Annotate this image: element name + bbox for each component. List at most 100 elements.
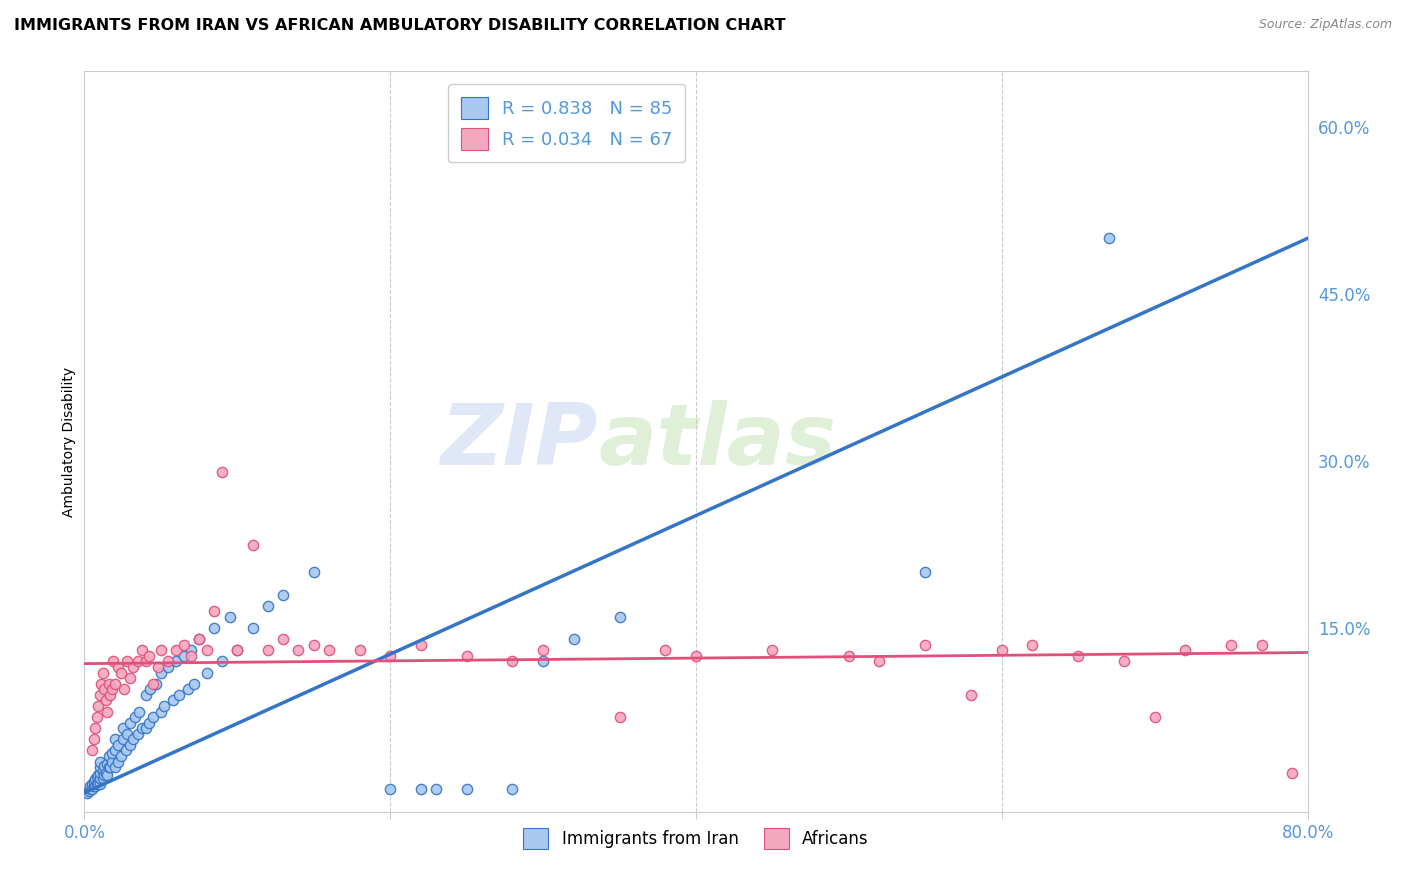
Point [167, 688, 190, 702]
Point [89, 760, 111, 774]
Point [103, 655, 125, 669]
Point [104, 743, 127, 757]
Point [96, 705, 118, 719]
Point [97, 760, 120, 774]
Text: ZIP: ZIP [440, 400, 598, 483]
Point [195, 665, 218, 680]
Point [94, 765, 117, 780]
Point [83, 779, 105, 793]
Point [80, 777, 103, 791]
Point [165, 643, 187, 657]
Point [83, 732, 105, 747]
Point [135, 721, 157, 735]
Point [302, 638, 325, 652]
Point [93, 768, 115, 782]
Point [107, 755, 129, 769]
Point [380, 782, 402, 797]
Point [960, 688, 983, 702]
Legend: Immigrants from Iran, Africans: Immigrants from Iran, Africans [517, 822, 875, 855]
Point [149, 665, 172, 680]
Point [89, 765, 111, 780]
Point [202, 604, 225, 618]
Point [271, 632, 294, 647]
Point [157, 655, 180, 669]
Point [609, 710, 631, 724]
Point [89, 688, 111, 702]
Point [157, 660, 180, 674]
Point [153, 698, 176, 713]
Point [180, 643, 202, 657]
Point [211, 465, 233, 479]
Point [84, 772, 107, 787]
Point [84, 721, 107, 735]
Point [165, 655, 187, 669]
Point [89, 772, 111, 786]
Point [654, 643, 676, 657]
Point [145, 676, 167, 690]
Point [162, 693, 184, 707]
Point [90, 676, 112, 690]
Point [104, 732, 127, 747]
Point [1174, 643, 1197, 657]
Point [456, 782, 478, 797]
Point [96, 768, 118, 782]
Point [97, 749, 120, 764]
Point [1143, 710, 1166, 724]
Point [120, 671, 142, 685]
Point [135, 655, 157, 669]
Point [1281, 765, 1303, 780]
Point [86, 777, 108, 791]
Text: IMMIGRANTS FROM IRAN VS AFRICAN AMBULATORY DISABILITY CORRELATION CHART: IMMIGRANTS FROM IRAN VS AFRICAN AMBULATO… [14, 18, 786, 33]
Point [101, 682, 124, 697]
Point [142, 710, 165, 724]
Point [98, 760, 121, 774]
Point [96, 756, 118, 771]
Point [97, 676, 120, 690]
Point [94, 693, 117, 707]
Point [104, 760, 127, 774]
Point [409, 638, 432, 652]
Point [77, 783, 100, 797]
Point [502, 782, 524, 797]
Point [89, 777, 111, 791]
Point [257, 599, 280, 613]
Point [115, 655, 138, 669]
Point [1098, 231, 1121, 245]
Point [135, 688, 157, 702]
Point [87, 768, 110, 782]
Point [149, 643, 172, 657]
Point [302, 566, 325, 580]
Point [1220, 638, 1243, 652]
Point [188, 632, 211, 647]
Point [124, 710, 146, 724]
Point [318, 643, 340, 657]
Y-axis label: Ambulatory Disability: Ambulatory Disability [62, 367, 76, 516]
Point [122, 660, 145, 674]
Point [531, 655, 554, 669]
Point [287, 643, 309, 657]
Point [409, 782, 432, 797]
Point [76, 786, 98, 800]
Point [115, 727, 138, 741]
Point [211, 655, 233, 669]
Point [257, 643, 280, 657]
Point [91, 764, 114, 778]
Point [128, 705, 150, 719]
Point [195, 643, 218, 657]
Point [242, 537, 264, 551]
Point [80, 782, 103, 797]
Point [84, 779, 107, 793]
Point [685, 648, 707, 663]
Point [112, 682, 135, 697]
Point [138, 715, 160, 730]
Point [101, 755, 124, 769]
Point [111, 732, 134, 747]
Point [110, 665, 132, 680]
Point [120, 715, 142, 730]
Text: Source: ZipAtlas.com: Source: ZipAtlas.com [1258, 18, 1392, 31]
Point [142, 676, 165, 690]
Point [502, 655, 524, 669]
Point [177, 682, 200, 697]
Point [425, 782, 447, 797]
Point [98, 688, 121, 702]
